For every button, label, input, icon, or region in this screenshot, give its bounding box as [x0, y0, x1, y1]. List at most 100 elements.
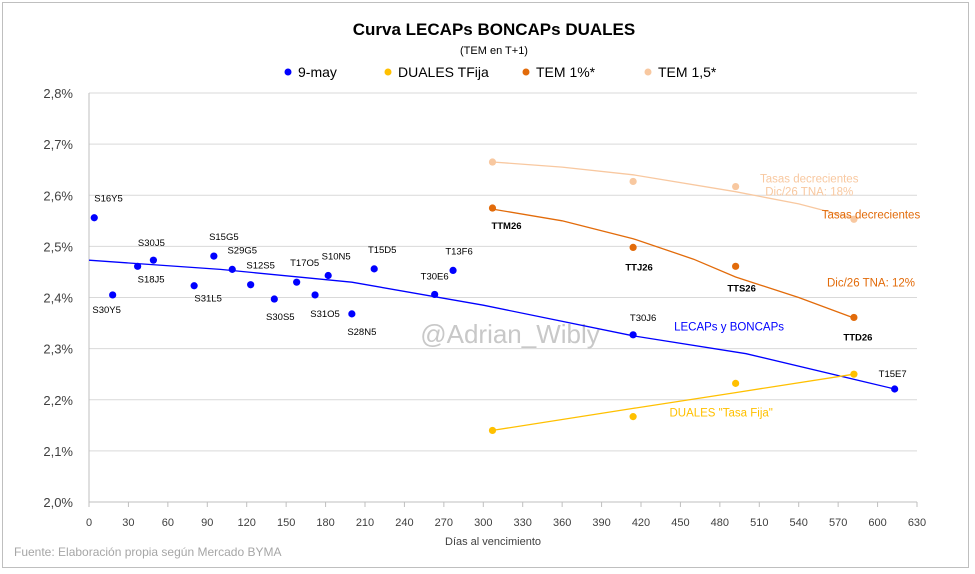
source-note: Fuente: Elaboración propia según Mercado… [14, 545, 282, 559]
point-label: S12S5 [246, 261, 275, 272]
point-label: TTJ26 [625, 262, 652, 273]
y-tick-label: 2,4% [43, 291, 73, 306]
x-tick-label: 510 [750, 517, 768, 529]
watermark: @Adrian_Wibly [420, 319, 600, 349]
axes [88, 93, 918, 507]
data-point [190, 282, 198, 290]
trendline [492, 208, 855, 319]
x-tick-label: 450 [671, 517, 689, 529]
legend-label: 9-may [298, 64, 337, 80]
point-label: T30J6 [630, 313, 656, 324]
x-tick-labels: 0 30 60 90 120 150 180 210 240 270 300 330 360 390 420… [86, 517, 926, 529]
legend-marker [284, 68, 292, 76]
data-point [629, 331, 637, 339]
y-tick-label: 2,1% [43, 444, 73, 459]
x-tick-label: 150 [277, 517, 295, 529]
x-tick-label: 630 [908, 517, 926, 529]
point-label: S10N5 [322, 252, 351, 263]
point-label: S28N5 [347, 327, 376, 338]
data-point [431, 290, 439, 299]
point-label: T13F6 [445, 246, 472, 257]
point-label: TTD26 [843, 332, 872, 343]
x-tick-label: 360 [553, 517, 571, 529]
point-label: T15D5 [368, 245, 397, 256]
point-label: S30J5 [138, 238, 165, 249]
data-point [449, 266, 457, 275]
legend-label: TEM 1,5* [658, 64, 717, 80]
annotation: LECAPs y BONCAPs [674, 322, 784, 334]
point-label: S30Y5 [92, 305, 121, 316]
data-point [348, 310, 356, 318]
y-tick-label: 2,8% [43, 86, 73, 101]
data-point [488, 204, 497, 212]
annotation: Tasas decrecientes [760, 173, 859, 185]
trendline [492, 373, 854, 432]
point-label: TTS26 [727, 283, 756, 294]
data-point [149, 256, 157, 264]
gridlines [89, 92, 917, 452]
data-point [488, 158, 497, 166]
annotation: DUALES "Tasa Fija" [669, 408, 772, 420]
data-point [228, 265, 236, 273]
trendline [492, 161, 855, 219]
trendlines [88, 161, 895, 432]
data-point [850, 215, 858, 223]
data-point [732, 182, 740, 191]
x-tick-label: 570 [829, 517, 847, 529]
x-tick-label: 180 [316, 517, 334, 529]
point-label: TTM26 [491, 221, 521, 232]
x-tick-label: 270 [435, 517, 453, 529]
point-label: T17O5 [290, 258, 319, 269]
y-tick-label: 2,3% [43, 342, 73, 357]
data-point [90, 214, 98, 222]
data-point [311, 291, 319, 299]
x-tick-label: 420 [632, 517, 650, 529]
x-tick-label: 600 [868, 517, 886, 529]
data-point [270, 295, 278, 303]
legend-label: TEM 1%* [536, 64, 596, 80]
annotation: Dic/26 TNA: 12% [827, 277, 915, 289]
data-point [370, 265, 378, 273]
data-point [109, 291, 117, 299]
point-label: S29G5 [227, 245, 257, 256]
point-label: S31L5 [194, 294, 221, 305]
data-point [210, 252, 218, 260]
point-label: T30E6 [421, 271, 449, 282]
x-axis-title: Días al vencimiento [445, 536, 541, 548]
x-tick-label: 30 [122, 517, 134, 529]
data-point [134, 262, 142, 270]
point-labels: S16Y5 S30Y5 S18J5 S30J5 S31L5 S15G5 S29G5 S12S5… [92, 194, 906, 380]
x-tick-label: 240 [395, 517, 413, 529]
y-tick-label: 2,0% [43, 495, 73, 510]
x-tick-label: 390 [592, 517, 610, 529]
legend: 9-may DUALES TFija TEM 1%* TEM 1,5* [284, 64, 717, 80]
legend-marker [522, 68, 530, 76]
annotation: Dic/26 TNA: 18% [765, 186, 853, 198]
data-point [891, 385, 899, 393]
y-tick-labels: 2,0% 2,1% 2,2% 2,3% 2,4% 2,5% 2,6% 2,7% 2,8% [43, 86, 73, 510]
annotation: Tasas decrecientes [822, 209, 921, 221]
data-point [850, 370, 858, 378]
chart-frame [2, 2, 969, 568]
data-points [90, 158, 899, 435]
point-label: S18J5 [138, 274, 165, 285]
data-point [293, 278, 301, 286]
legend-marker [644, 68, 652, 76]
y-tick-label: 2,5% [43, 239, 73, 254]
point-label: T15E7 [879, 369, 907, 380]
x-tick-label: 60 [162, 517, 174, 529]
chart-subtitle: (TEM en T+1) [460, 45, 528, 57]
data-point [629, 243, 637, 251]
x-tick-label: 540 [790, 517, 808, 529]
point-label: S15G5 [209, 232, 239, 243]
point-label: S31O5 [310, 309, 340, 320]
data-point [324, 271, 332, 280]
chart-title: Curva LECAPs BONCAPs DUALES [353, 20, 635, 39]
y-tick-label: 2,7% [43, 137, 73, 152]
x-tick-label: 480 [711, 517, 729, 529]
x-tick-label: 210 [356, 517, 374, 529]
data-point [247, 281, 255, 289]
y-tick-label: 2,2% [43, 393, 73, 408]
